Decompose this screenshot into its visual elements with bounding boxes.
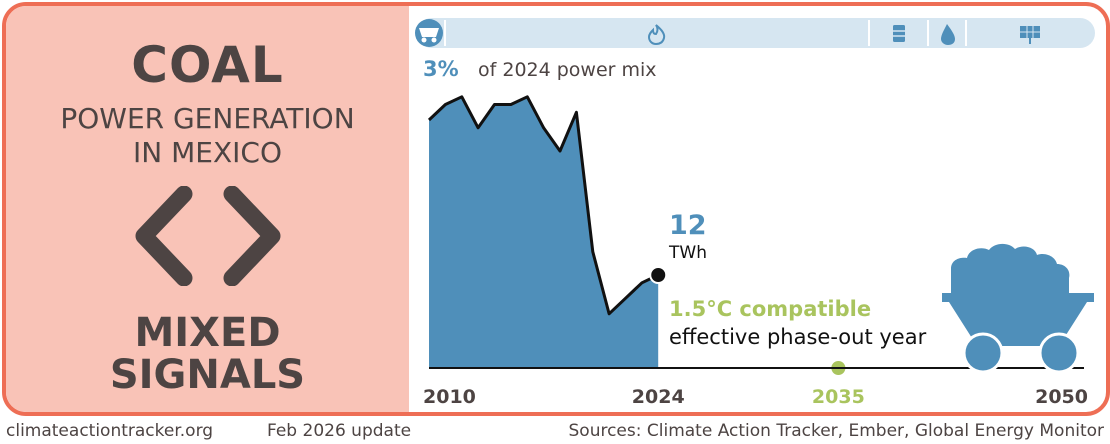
coal-generation-area: [429, 96, 659, 369]
status-label: MIXED SIGNALS: [6, 312, 409, 396]
summary-panel: COAL POWER GENERATION IN MEXICO MIXED SI…: [6, 6, 409, 412]
latest-value-marker: [649, 266, 668, 284]
latest-unit: TWh: [668, 243, 707, 263]
x-tick-label: 2024: [632, 386, 685, 408]
footer-update: Feb 2026 update: [267, 421, 412, 441]
x-tick-label: 2035: [812, 386, 865, 408]
footer-site: climateactiontracker.org: [6, 421, 214, 441]
share-label: of 2024 power mix: [478, 59, 657, 81]
fuel-title: COAL: [131, 36, 284, 94]
x-tick-label: 2010: [423, 386, 476, 408]
gas-flame-icon: [647, 24, 666, 46]
latest-value: 12: [669, 210, 707, 241]
status-line: SIGNALS: [109, 352, 306, 398]
solar-panel-icon: [1020, 26, 1040, 44]
oil-barrel-icon: [893, 25, 905, 42]
subtitle-line: POWER GENERATION: [60, 102, 355, 135]
icon-bar-background: [417, 18, 1095, 48]
coal-cart-glyph: [419, 28, 439, 43]
fuel-icon-bar: [415, 18, 1095, 48]
coal-cart-illustration: [942, 243, 1094, 374]
coal-generation-line: [427, 95, 659, 316]
diverging-arrows-icon: [135, 186, 281, 286]
target-label: 1.5°C compatible: [669, 297, 871, 321]
x-tick-label: 2050: [1035, 386, 1088, 408]
target-description: effective phase-out year: [669, 325, 927, 349]
footer-sources: Sources: Climate Action Tracker, Ember, …: [568, 421, 1105, 441]
subtitle-line: IN MEXICO: [133, 136, 282, 169]
infographic-card: COAL POWER GENERATION IN MEXICO MIXED SI…: [2, 2, 1110, 416]
subtitle: POWER GENERATION IN MEXICO: [6, 102, 409, 170]
coal-generation-chart: 3% of 2024 power mix 12 TWh 1.5°C compat…: [415, 18, 1095, 408]
hydro-drop-icon: [941, 24, 955, 45]
share-value: 3%: [423, 57, 459, 81]
status-line: MIXED: [134, 310, 281, 356]
